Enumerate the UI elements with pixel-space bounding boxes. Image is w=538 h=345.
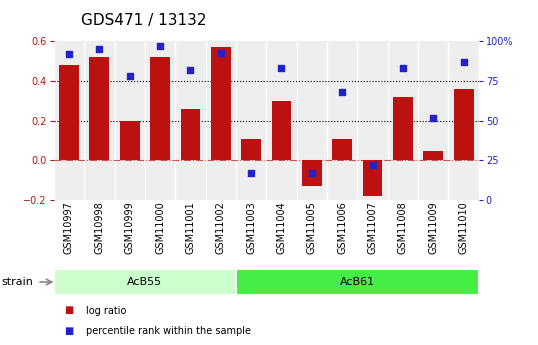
Point: [338, 89, 346, 95]
Bar: [423, 150, 443, 160]
Point: [247, 170, 256, 176]
Bar: [150, 57, 170, 160]
Bar: [302, 160, 322, 186]
Point: [308, 170, 316, 176]
Point: [368, 162, 377, 168]
Point: [399, 66, 407, 71]
Text: ■: ■: [65, 326, 74, 336]
Bar: [241, 139, 261, 160]
Point: [277, 66, 286, 71]
Bar: [211, 47, 231, 160]
Point: [95, 47, 104, 52]
Text: AcB55: AcB55: [128, 277, 162, 287]
Bar: [363, 160, 383, 196]
Text: ■: ■: [65, 306, 74, 315]
Point: [125, 73, 134, 79]
Bar: [236, 269, 479, 295]
Text: log ratio: log ratio: [86, 306, 126, 315]
Text: percentile rank within the sample: percentile rank within the sample: [86, 326, 251, 336]
Point: [155, 43, 164, 49]
Bar: [181, 109, 200, 160]
Bar: [393, 97, 413, 160]
Bar: [89, 57, 109, 160]
Point: [65, 51, 73, 57]
Bar: [332, 139, 352, 160]
Bar: [54, 269, 236, 295]
Text: strain: strain: [1, 277, 33, 287]
Text: GDS471 / 13132: GDS471 / 13132: [81, 13, 206, 28]
Point: [459, 59, 468, 65]
Text: AcB61: AcB61: [340, 277, 375, 287]
Point: [186, 67, 195, 73]
Bar: [59, 65, 79, 160]
Bar: [120, 121, 139, 160]
Point: [216, 50, 225, 55]
Bar: [272, 101, 292, 160]
Bar: [454, 89, 473, 160]
Point: [429, 115, 437, 120]
